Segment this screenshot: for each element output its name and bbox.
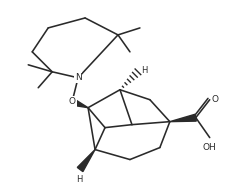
Polygon shape xyxy=(71,98,88,108)
Text: O: O xyxy=(212,95,219,104)
Text: O: O xyxy=(69,97,76,106)
Text: H: H xyxy=(76,174,82,184)
Text: N: N xyxy=(75,73,81,82)
Text: H: H xyxy=(141,66,147,75)
Text: OH: OH xyxy=(203,143,217,152)
Polygon shape xyxy=(170,114,196,122)
Polygon shape xyxy=(77,150,95,172)
